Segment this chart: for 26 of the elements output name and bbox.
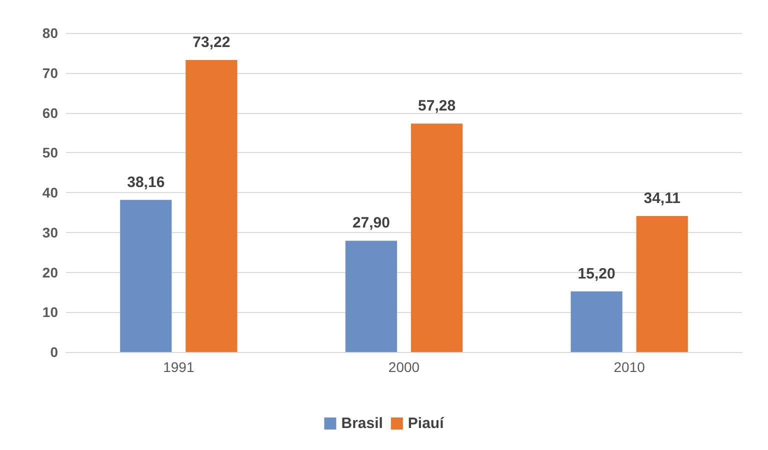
x-tick-label: 2010 <box>614 359 646 375</box>
bar <box>410 124 463 352</box>
bar <box>186 60 238 352</box>
y-tick-label: 70 <box>42 64 58 81</box>
y-tick-label: 0 <box>50 344 58 360</box>
y-tick-label: 60 <box>42 104 58 121</box>
data-label: 15,20 <box>578 265 616 282</box>
y-tick-label: 10 <box>42 304 58 320</box>
x-tick-label: 2000 <box>388 359 420 375</box>
bar <box>345 240 398 352</box>
legend-label: Brasil <box>341 415 383 432</box>
data-label: 57,28 <box>418 98 456 115</box>
bar <box>636 216 688 352</box>
y-tick-label: 30 <box>42 224 58 240</box>
x-tick-label: 1991 <box>163 359 194 375</box>
data-label: 27,90 <box>352 214 390 232</box>
data-label: 34,11 <box>644 190 680 207</box>
legend-label: Piauí <box>408 415 445 432</box>
data-label: 38,16 <box>127 174 165 191</box>
y-tick-label: 20 <box>42 264 58 280</box>
y-tick-label: 40 <box>42 184 58 200</box>
y-tick-label: 80 <box>42 25 58 41</box>
data-label: 73,22 <box>192 34 230 52</box>
bar <box>120 200 172 352</box>
y-tick-label: 50 <box>42 144 58 161</box>
bar <box>570 291 622 352</box>
